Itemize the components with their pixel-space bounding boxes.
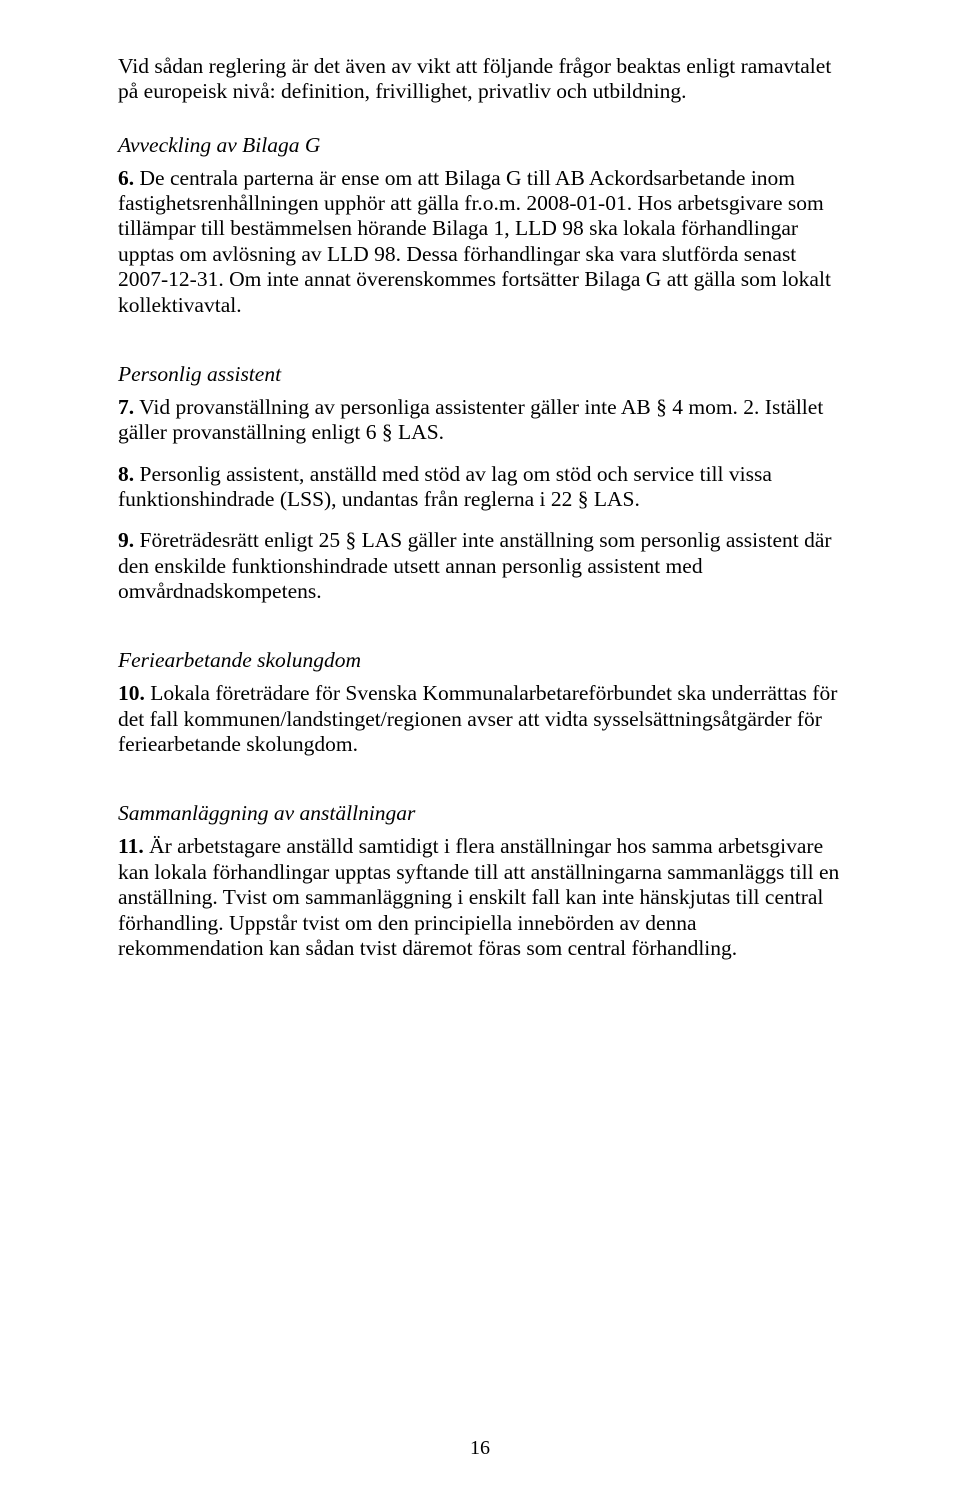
item-7: 7. Vid provanställning av personliga ass… [118,395,842,446]
item-9-text: Företrädesrätt enligt 25 § LAS gäller in… [118,528,832,603]
item-9: 9. Företrädesrätt enligt 25 § LAS gäller… [118,528,842,604]
item-11: 11. Är arbetstagare anställd samtidigt i… [118,834,842,961]
page-number: 16 [0,1437,960,1460]
section-heading-personlig-assistent: Personlig assistent [118,362,842,387]
section-heading-bilaga-g: Avveckling av Bilaga G [118,133,842,158]
item-10-text: Lokala företrädare för Svenska Kommunala… [118,681,837,756]
item-6-number: 6. [118,166,134,190]
section-heading-sammanlaggning: Sammanläggning av anställningar [118,801,842,826]
document-page: Vid sådan reglering är det även av vikt … [0,0,960,1496]
item-6: 6. De centrala parterna är ense om att B… [118,166,842,318]
item-8: 8. Personlig assistent, anställd med stö… [118,462,842,513]
item-8-text: Personlig assistent, anställd med stöd a… [118,462,772,511]
section-heading-feriearbetande: Feriearbetande skolungdom [118,648,842,673]
item-11-text: Är arbetstagare anställd samtidigt i fle… [118,834,839,959]
item-9-number: 9. [118,528,134,552]
intro-paragraph: Vid sådan reglering är det även av vikt … [118,54,842,105]
item-7-number: 7. [118,395,134,419]
item-11-number: 11. [118,834,144,858]
item-10-number: 10. [118,681,145,705]
item-7-text: Vid provanställning av personliga assist… [118,395,823,444]
item-10: 10. Lokala företrädare för Svenska Kommu… [118,681,842,757]
item-6-text: De centrala parterna är ense om att Bila… [118,166,831,317]
item-8-number: 8. [118,462,134,486]
